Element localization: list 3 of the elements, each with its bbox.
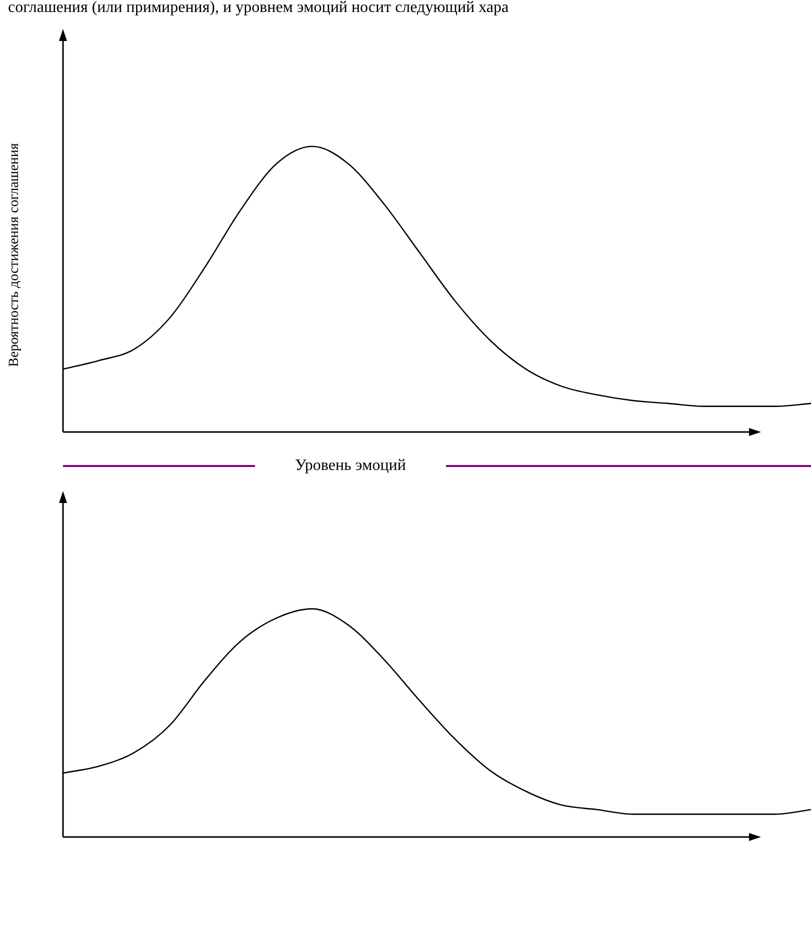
y-axis-title: Вероятность достижения соглашения [7,143,23,367]
x-axis-title: Уровень эмоций [295,457,406,475]
text: соглашения (или примирения), и уровнем эмоций носит следующий хара [8,0,509,17]
